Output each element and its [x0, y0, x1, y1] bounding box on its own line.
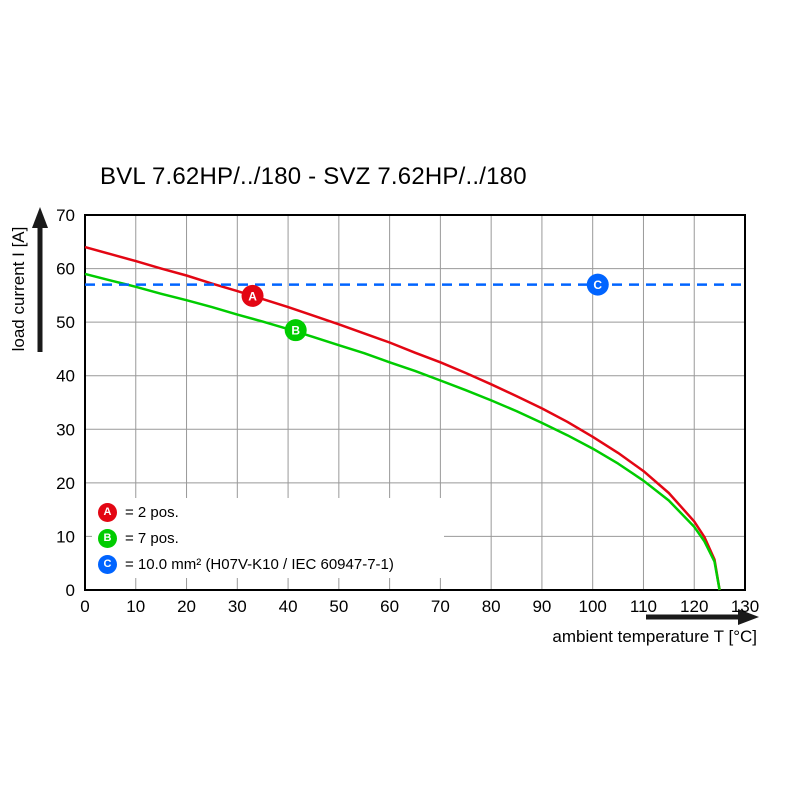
curve-marker-b-letter: B	[291, 324, 300, 338]
y-tick-label: 50	[56, 313, 75, 332]
legend-label-a: = 2 pos.	[125, 503, 179, 521]
x-tick-label: 0	[80, 597, 89, 616]
curve-marker-a-letter: A	[248, 289, 257, 303]
x-tick-label: 100	[579, 597, 607, 616]
legend-label-c: = 10.0 mm² (H07V-K10 / IEC 60947-7-1)	[125, 555, 394, 573]
y-tick-label: 10	[56, 527, 75, 546]
legend-label-b: = 7 pos.	[125, 529, 179, 547]
curve-marker-c-letter: C	[593, 278, 602, 292]
x-tick-label: 20	[177, 597, 196, 616]
y-tick-label: 60	[56, 260, 75, 279]
x-axis-arrow-head	[738, 609, 759, 625]
legend-item-b: B = 7 pos.	[98, 528, 438, 548]
series-b-curve	[84, 272, 721, 591]
chart-legend: A = 2 pos. B = 7 pos. C = 10.0 mm² (H07V…	[92, 498, 444, 578]
x-tick-label: 90	[532, 597, 551, 616]
x-tick-label: 130	[731, 597, 759, 616]
y-axis-arrow	[32, 207, 48, 352]
x-tick-label: 50	[329, 597, 348, 616]
series-a-curve	[84, 245, 721, 591]
x-tick-label: 10	[126, 597, 145, 616]
y-tick-label: 70	[56, 206, 75, 225]
legend-item-c: C = 10.0 mm² (H07V-K10 / IEC 60947-7-1)	[98, 554, 438, 574]
curve-marker-a	[241, 284, 264, 307]
x-tick-label: 110	[630, 597, 657, 616]
legend-item-a: A = 2 pos.	[98, 502, 438, 522]
x-tick-label: 70	[431, 597, 450, 616]
chart-title: BVL 7.62HP/../180 - SVZ 7.62HP/../180	[100, 163, 527, 190]
x-tick-label: 40	[279, 597, 298, 616]
legend-marker-b-icon: B	[98, 528, 117, 548]
x-tick-label: 30	[228, 597, 247, 616]
legend-marker-a-icon: A	[98, 502, 117, 522]
plot-border	[84, 214, 746, 591]
x-tick-label: 80	[482, 597, 501, 616]
x-axis-arrow	[646, 609, 759, 625]
y-tick-label: 20	[56, 474, 75, 493]
y-tick-label: 40	[56, 367, 75, 386]
y-tick-label: 30	[56, 420, 75, 439]
curve-marker-c	[586, 273, 609, 296]
y-tick-label: 0	[66, 581, 75, 600]
y-axis-arrow-head	[32, 207, 48, 228]
legend-marker-c-icon: C	[98, 554, 117, 574]
x-tick-label: 60	[380, 597, 399, 616]
x-tick-label: 120	[680, 597, 708, 616]
x-axis-label: ambient temperature T [°C]	[552, 627, 757, 646]
curve-marker-b	[284, 319, 307, 342]
